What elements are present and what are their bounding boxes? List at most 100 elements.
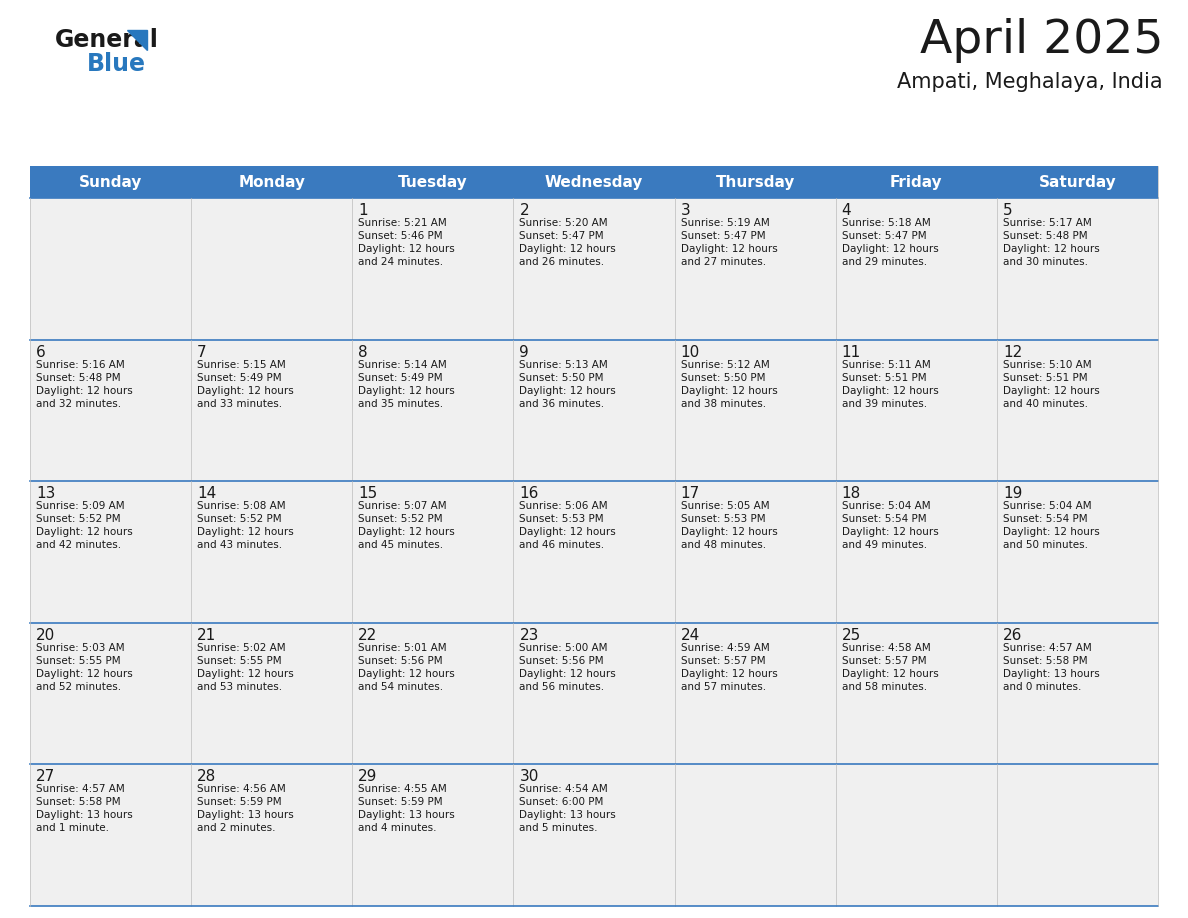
Bar	[513, 340, 675, 481]
Text: 22: 22	[359, 628, 378, 643]
Bar	[835, 481, 997, 622]
Bar	[30, 340, 191, 481]
Bar	[675, 765, 835, 906]
Text: Sunset: 5:57 PM: Sunset: 5:57 PM	[681, 655, 765, 666]
Text: and 49 minutes.: and 49 minutes.	[842, 540, 927, 550]
Text: Sunset: 5:57 PM: Sunset: 5:57 PM	[842, 655, 927, 666]
Text: Sunrise: 5:18 AM: Sunrise: 5:18 AM	[842, 218, 930, 228]
Text: Sunset: 5:54 PM: Sunset: 5:54 PM	[842, 514, 927, 524]
Text: Blue: Blue	[87, 52, 146, 76]
Bar	[30, 166, 1158, 198]
Bar	[513, 198, 675, 340]
Text: 16: 16	[519, 487, 539, 501]
Text: Daylight: 12 hours: Daylight: 12 hours	[1003, 386, 1100, 396]
Bar	[30, 198, 191, 340]
Text: Sunrise: 5:02 AM: Sunrise: 5:02 AM	[197, 643, 286, 653]
Text: Sunset: 5:52 PM: Sunset: 5:52 PM	[359, 514, 443, 524]
Text: Daylight: 12 hours: Daylight: 12 hours	[842, 244, 939, 254]
Text: Sunset: 5:49 PM: Sunset: 5:49 PM	[197, 373, 282, 383]
Text: and 5 minutes.: and 5 minutes.	[519, 823, 598, 834]
Text: Sunrise: 5:17 AM: Sunrise: 5:17 AM	[1003, 218, 1092, 228]
Text: Sunset: 5:46 PM: Sunset: 5:46 PM	[359, 231, 443, 241]
Text: Friday: Friday	[890, 174, 942, 189]
Text: Sunrise: 5:12 AM: Sunrise: 5:12 AM	[681, 360, 770, 370]
Text: 30: 30	[519, 769, 539, 784]
Text: and 32 minutes.: and 32 minutes.	[36, 398, 121, 409]
Text: Daylight: 12 hours: Daylight: 12 hours	[681, 386, 777, 396]
Text: Sunrise: 5:03 AM: Sunrise: 5:03 AM	[36, 643, 125, 653]
Text: and 24 minutes.: and 24 minutes.	[359, 257, 443, 267]
Bar	[997, 340, 1158, 481]
Bar	[675, 198, 835, 340]
Text: Monday: Monday	[239, 174, 305, 189]
Text: 5: 5	[1003, 203, 1012, 218]
Text: 14: 14	[197, 487, 216, 501]
Text: and 46 minutes.: and 46 minutes.	[519, 540, 605, 550]
Text: Sunrise: 5:20 AM: Sunrise: 5:20 AM	[519, 218, 608, 228]
Text: and 52 minutes.: and 52 minutes.	[36, 682, 121, 692]
Text: 23: 23	[519, 628, 539, 643]
Text: Sunrise: 4:57 AM: Sunrise: 4:57 AM	[36, 784, 125, 794]
Bar	[513, 481, 675, 622]
Text: Sunset: 5:48 PM: Sunset: 5:48 PM	[36, 373, 121, 383]
Text: Saturday: Saturday	[1038, 174, 1117, 189]
Text: Sunset: 5:56 PM: Sunset: 5:56 PM	[359, 655, 443, 666]
Text: 19: 19	[1003, 487, 1022, 501]
Text: Daylight: 12 hours: Daylight: 12 hours	[681, 669, 777, 678]
Text: 8: 8	[359, 344, 368, 360]
Polygon shape	[127, 30, 147, 50]
Text: Daylight: 12 hours: Daylight: 12 hours	[519, 244, 617, 254]
Text: and 53 minutes.: and 53 minutes.	[197, 682, 283, 692]
Text: Sunrise: 4:59 AM: Sunrise: 4:59 AM	[681, 643, 770, 653]
Text: and 30 minutes.: and 30 minutes.	[1003, 257, 1088, 267]
Text: 29: 29	[359, 769, 378, 784]
Text: Daylight: 12 hours: Daylight: 12 hours	[36, 669, 133, 678]
Text: Sunday: Sunday	[78, 174, 143, 189]
Text: 12: 12	[1003, 344, 1022, 360]
Text: and 40 minutes.: and 40 minutes.	[1003, 398, 1088, 409]
Text: Sunrise: 5:10 AM: Sunrise: 5:10 AM	[1003, 360, 1092, 370]
Text: 3: 3	[681, 203, 690, 218]
Text: Daylight: 13 hours: Daylight: 13 hours	[1003, 669, 1100, 678]
Text: Sunset: 5:51 PM: Sunset: 5:51 PM	[842, 373, 927, 383]
Text: Sunrise: 5:08 AM: Sunrise: 5:08 AM	[197, 501, 286, 511]
Text: Sunrise: 5:15 AM: Sunrise: 5:15 AM	[197, 360, 286, 370]
Text: Sunrise: 4:55 AM: Sunrise: 4:55 AM	[359, 784, 447, 794]
Bar	[513, 765, 675, 906]
Text: and 33 minutes.: and 33 minutes.	[197, 398, 283, 409]
Text: Sunset: 5:52 PM: Sunset: 5:52 PM	[36, 514, 121, 524]
Text: and 50 minutes.: and 50 minutes.	[1003, 540, 1088, 550]
Bar	[675, 340, 835, 481]
Text: 21: 21	[197, 628, 216, 643]
Text: and 27 minutes.: and 27 minutes.	[681, 257, 766, 267]
Text: Sunset: 5:58 PM: Sunset: 5:58 PM	[36, 798, 121, 808]
Text: Sunset: 5:58 PM: Sunset: 5:58 PM	[1003, 655, 1087, 666]
Text: Daylight: 12 hours: Daylight: 12 hours	[36, 386, 133, 396]
Text: Sunrise: 5:14 AM: Sunrise: 5:14 AM	[359, 360, 447, 370]
Text: and 36 minutes.: and 36 minutes.	[519, 398, 605, 409]
Text: Daylight: 12 hours: Daylight: 12 hours	[359, 244, 455, 254]
Text: Sunrise: 5:07 AM: Sunrise: 5:07 AM	[359, 501, 447, 511]
Text: Ampati, Meghalaya, India: Ampati, Meghalaya, India	[897, 72, 1163, 92]
Text: and 42 minutes.: and 42 minutes.	[36, 540, 121, 550]
Text: Tuesday: Tuesday	[398, 174, 468, 189]
Text: 7: 7	[197, 344, 207, 360]
Text: Sunrise: 4:57 AM: Sunrise: 4:57 AM	[1003, 643, 1092, 653]
Text: 11: 11	[842, 344, 861, 360]
Text: 4: 4	[842, 203, 852, 218]
Bar	[997, 198, 1158, 340]
Text: Sunrise: 5:16 AM: Sunrise: 5:16 AM	[36, 360, 125, 370]
Text: Sunset: 6:00 PM: Sunset: 6:00 PM	[519, 798, 604, 808]
Text: Sunset: 5:52 PM: Sunset: 5:52 PM	[197, 514, 282, 524]
Text: 24: 24	[681, 628, 700, 643]
Text: Daylight: 12 hours: Daylight: 12 hours	[519, 386, 617, 396]
Bar	[353, 765, 513, 906]
Bar	[997, 622, 1158, 765]
Text: and 38 minutes.: and 38 minutes.	[681, 398, 766, 409]
Text: Sunset: 5:50 PM: Sunset: 5:50 PM	[681, 373, 765, 383]
Text: Sunset: 5:56 PM: Sunset: 5:56 PM	[519, 655, 604, 666]
Text: and 2 minutes.: and 2 minutes.	[197, 823, 276, 834]
Text: Daylight: 13 hours: Daylight: 13 hours	[36, 811, 133, 821]
Text: 1: 1	[359, 203, 368, 218]
Text: 18: 18	[842, 487, 861, 501]
